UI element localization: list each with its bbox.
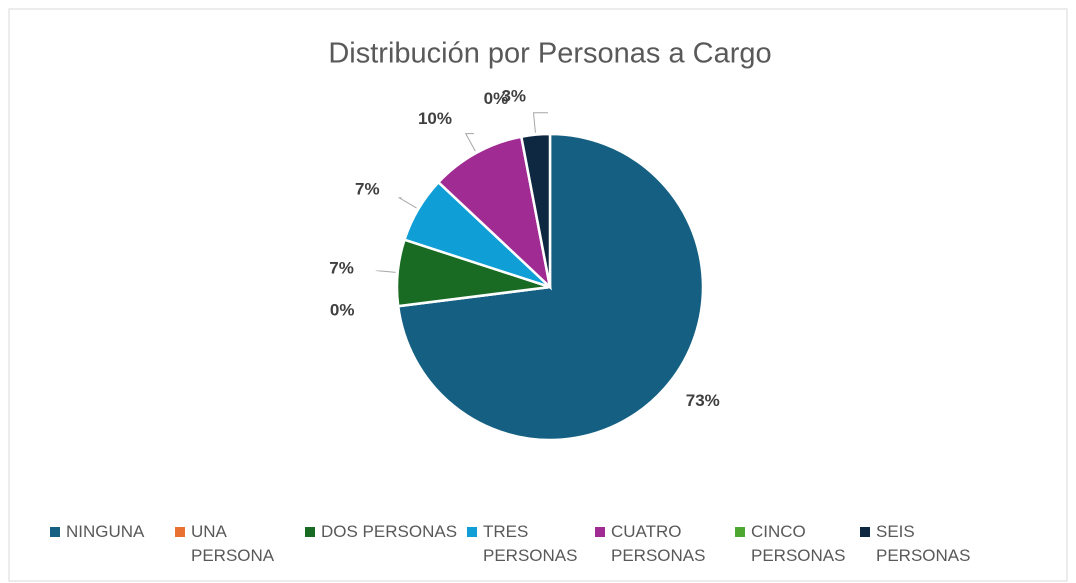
legend-label: CUATRO PERSONAS — [611, 522, 706, 565]
legend-swatch — [175, 527, 185, 537]
legend-swatch — [860, 527, 870, 537]
legend-item: DOS PERSONAS — [305, 520, 461, 544]
legend-swatch — [305, 527, 315, 537]
data-label: 7% — [355, 179, 380, 198]
legend-label: TRES PERSONAS — [483, 522, 578, 565]
leader-line — [397, 197, 417, 209]
data-label: 0% — [330, 300, 355, 319]
leader-line — [464, 133, 476, 152]
legend-label: NINGUNA — [66, 522, 145, 541]
data-label: 10% — [418, 109, 452, 128]
data-label: 3% — [501, 86, 526, 105]
legend-swatch — [50, 527, 60, 537]
legend-swatch — [467, 527, 477, 537]
legend-item: UNA PERSONA — [175, 520, 286, 568]
leader-line — [532, 112, 549, 133]
data-label: 73% — [686, 391, 720, 410]
pie-slice — [519, 132, 552, 288]
legend-swatch — [595, 527, 605, 537]
legend-item: SEIS PERSONAS — [860, 520, 971, 568]
chart-title: Distribución por Personas a Cargo — [328, 38, 771, 70]
leader-line — [375, 270, 396, 273]
legend-item: NINGUNA — [50, 520, 156, 544]
legend-item: TRES PERSONAS — [467, 520, 578, 568]
data-label: 0% — [484, 89, 509, 108]
pie-slice — [436, 135, 552, 291]
legend-item: CUATRO PERSONAS — [595, 520, 716, 568]
legend-label: SEIS PERSONAS — [876, 522, 971, 565]
legend-label: DOS PERSONAS — [321, 522, 458, 541]
legend-item: CINCO PERSONAS — [735, 520, 846, 568]
legend-swatch — [735, 527, 745, 537]
legend-label: UNA PERSONA — [191, 522, 275, 565]
legend-label: CINCO PERSONAS — [751, 522, 846, 565]
data-label: 7% — [329, 259, 354, 278]
